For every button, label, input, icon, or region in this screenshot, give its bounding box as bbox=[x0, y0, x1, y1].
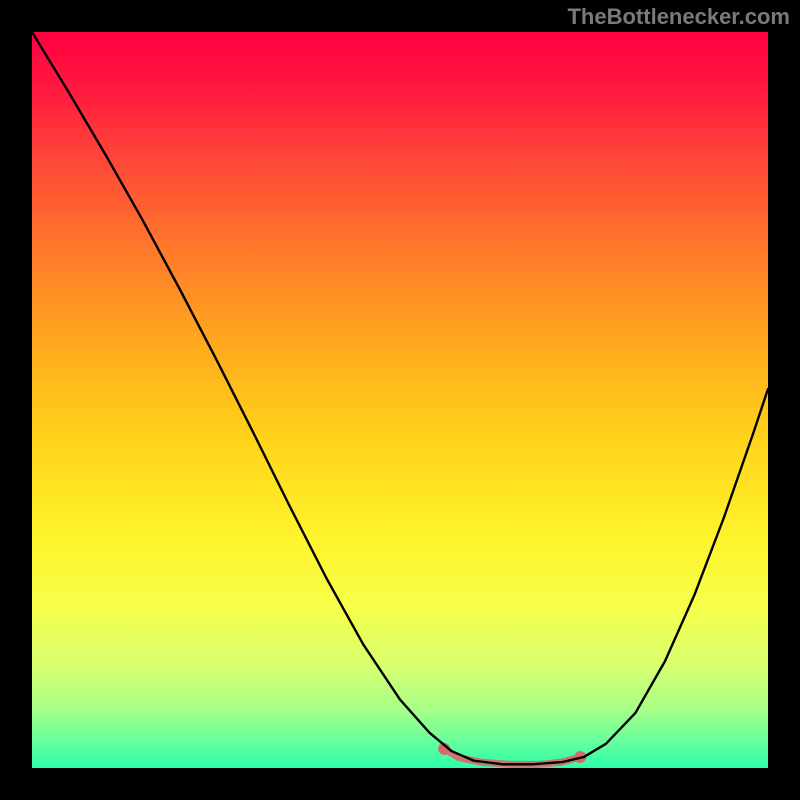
plot-background-gradient bbox=[32, 32, 768, 768]
watermark-text: TheBottlenecker.com bbox=[567, 4, 790, 30]
chart-container: TheBottlenecker.com bbox=[0, 0, 800, 800]
